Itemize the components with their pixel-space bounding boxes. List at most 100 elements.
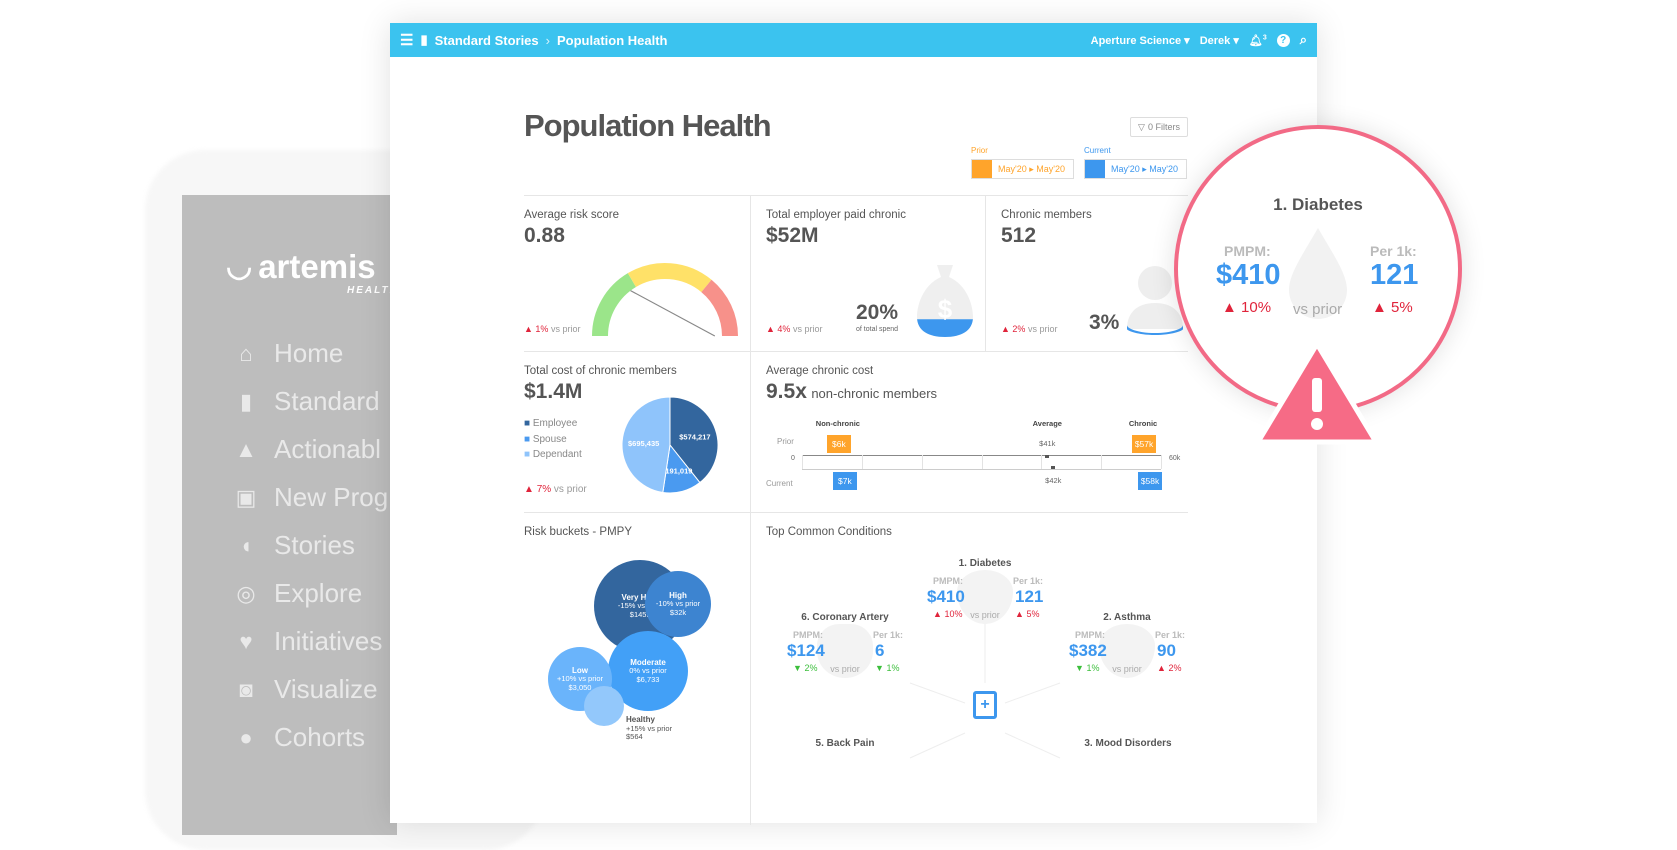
sidebar-item-stories[interactable]: ◖ Stories: [232, 530, 355, 561]
employer-pct: 20%: [856, 301, 899, 324]
current-marker: $7k: [832, 472, 857, 490]
avg-cost-label: Average chronic cost: [766, 365, 874, 377]
pmpm-change: ▼ 1%: [1075, 663, 1100, 673]
risk-gauge: [592, 263, 738, 337]
prior-label: Prior: [971, 146, 988, 155]
sidebar-item-cohorts[interactable]: ● Cohorts: [232, 722, 365, 753]
condition-asthma[interactable]: 2. Asthma PMPM: $382 ▼ 1% Per 1k: 90 ▲ 2…: [1037, 612, 1217, 678]
legend-spouse: ■ Spouse: [524, 433, 567, 445]
heartbeat-icon: ♥: [239, 628, 253, 654]
stethoscope-icon: ◡: [226, 250, 253, 283]
category-label: Chronic: [1128, 419, 1158, 428]
current-axis-label: Current: [766, 479, 793, 488]
callout-per1k-value: 121: [1370, 259, 1419, 291]
person-icon: [1127, 266, 1183, 335]
condition-name: 1. Diabetes: [958, 558, 1012, 569]
risk-score-value: 0.88: [524, 224, 565, 247]
pmpm-change: ▼ 2%: [793, 663, 818, 673]
grid-line: [1041, 455, 1043, 469]
grid-line: [861, 455, 863, 469]
per1k-label: Per 1k:: [873, 630, 904, 640]
members-pct: 3%: [1089, 311, 1120, 334]
total-cost-label: Total cost of chronic members: [524, 365, 677, 377]
avg-marker-label: $42k: [1045, 476, 1062, 485]
category-label: Non-chronic: [815, 419, 860, 428]
axis-line: [802, 455, 1161, 456]
sidebar-item-explore[interactable]: ◎ Explore: [232, 578, 362, 609]
vs-prior: vs prior: [830, 664, 860, 674]
risk-change: ▲ 1% vs prior: [524, 324, 581, 334]
condition-coronary-artery[interactable]: 6. Coronary Artery PMPM: $124 ▼ 2% Per 1…: [755, 612, 935, 678]
bubble-high[interactable]: High -10% vs prior $32k: [645, 571, 711, 637]
per1k-change: ▲ 2%: [1157, 663, 1182, 673]
heart-icon: [817, 624, 873, 678]
sidebar-item-home[interactable]: ⌂ Home: [232, 338, 343, 369]
bubble-healthy[interactable]: [584, 686, 624, 726]
top-bar: ☰ ▮ Standard Stories › Population Health…: [390, 23, 1317, 57]
warning-icon: ▲: [235, 436, 257, 462]
user-dropdown[interactable]: Derek ▾: [1199, 34, 1239, 47]
notifications-button[interactable]: 🔔︎3: [1248, 33, 1267, 47]
callout-pmpm-value: $410: [1216, 259, 1281, 291]
avg-marker-label: $41k: [1039, 439, 1056, 448]
total-cost-value: $1.4M: [524, 380, 583, 403]
category-label: Average: [1032, 419, 1062, 428]
per1k-change: ▼ 1%: [875, 663, 900, 673]
per1k-label: Per 1k:: [1013, 576, 1044, 586]
breadcrumb-current: Population Health: [556, 32, 668, 48]
search-icon[interactable]: ⌕: [1299, 32, 1307, 47]
vs-prior: vs prior: [1112, 664, 1142, 674]
callout-title: 1. Diabetes: [1273, 195, 1363, 214]
per1k-label: Per 1k:: [1155, 630, 1186, 640]
money-bag-icon: $: [917, 265, 973, 337]
users-icon: ●: [239, 724, 253, 750]
app-window: ☰ ▮ Standard Stories › Population Health…: [390, 23, 1317, 825]
risk-buckets-label: Risk buckets - PMPY: [524, 526, 632, 538]
filters-button[interactable]: ▽ 0 Filters: [1130, 117, 1188, 137]
employer-change: ▲ 4% vs prior: [766, 324, 823, 334]
employer-paid-label: Total employer paid chronic: [766, 209, 906, 221]
condition-back-pain[interactable]: 5. Back Pain: [755, 738, 935, 752]
notification-count: 3: [1262, 33, 1267, 41]
per1k-value: 121: [1015, 587, 1044, 606]
pie-label: $695,435: [628, 439, 659, 448]
prior-date-range[interactable]: May'20 ▸ May'20: [971, 159, 1074, 179]
sidebar-item-initiatives[interactable]: ♥ Initiatives: [232, 626, 382, 657]
pmpm-value: $410: [927, 587, 965, 606]
axis-line: [802, 469, 1161, 470]
menu-icon[interactable]: ☰: [400, 32, 414, 49]
pie-legend: ■ Employee ■ Spouse ■ Dependant: [524, 416, 582, 463]
divider: [524, 351, 1188, 352]
condition-mood-disorders[interactable]: 3. Mood Disorders: [1038, 738, 1218, 752]
svg-text:$: $: [938, 294, 953, 324]
pmpm-value: $124: [787, 641, 825, 660]
sidebar-item-actionable[interactable]: ▲ Actionabl: [232, 434, 381, 465]
sidebar-item-new-programs[interactable]: ▣ New Prog: [232, 482, 389, 513]
prior-axis-label: Prior: [777, 437, 794, 446]
sidebar-item-visualize[interactable]: ◙ Visualize: [232, 674, 377, 705]
current-date-range[interactable]: May'20 ▸ May'20: [1084, 159, 1187, 179]
sidebar-item-standard[interactable]: ▮ Standard: [232, 386, 380, 417]
conditions-label: Top Common Conditions: [766, 526, 892, 538]
grid-line: [1101, 455, 1103, 469]
chevron-right-icon: ›: [545, 32, 550, 48]
condition-diabetes[interactable]: 1. Diabetes PMPM: $410 ▲ 10% Per 1k: 121…: [895, 558, 1075, 624]
stories-icon: ◖: [239, 532, 253, 558]
callout-pmpm-change: ▲ 10%: [1222, 299, 1272, 316]
current-label: Current: [1084, 146, 1111, 155]
legend-dependant: ■ Dependant: [524, 449, 582, 460]
pmpm-value: $382: [1069, 641, 1107, 660]
avg-cost-value: 9.5x non-chronic members: [766, 380, 938, 403]
pie-label: $574,217: [679, 432, 710, 441]
callout-vs-prior: vs prior: [1293, 301, 1343, 318]
help-icon[interactable]: ?: [1276, 33, 1290, 47]
grid-line: [1161, 455, 1162, 469]
pie-slice-dependant: [621, 396, 671, 494]
grid-line: [981, 455, 983, 469]
breadcrumb-root[interactable]: Standard Stories: [434, 32, 539, 48]
callout-per1k-change: ▲ 5%: [1372, 299, 1413, 316]
grid-line: [802, 455, 803, 469]
documents-icon: ▮: [420, 32, 428, 47]
tick-60k: 60k: [1169, 455, 1181, 462]
org-dropdown[interactable]: Aperture Science ▾: [1090, 34, 1190, 47]
